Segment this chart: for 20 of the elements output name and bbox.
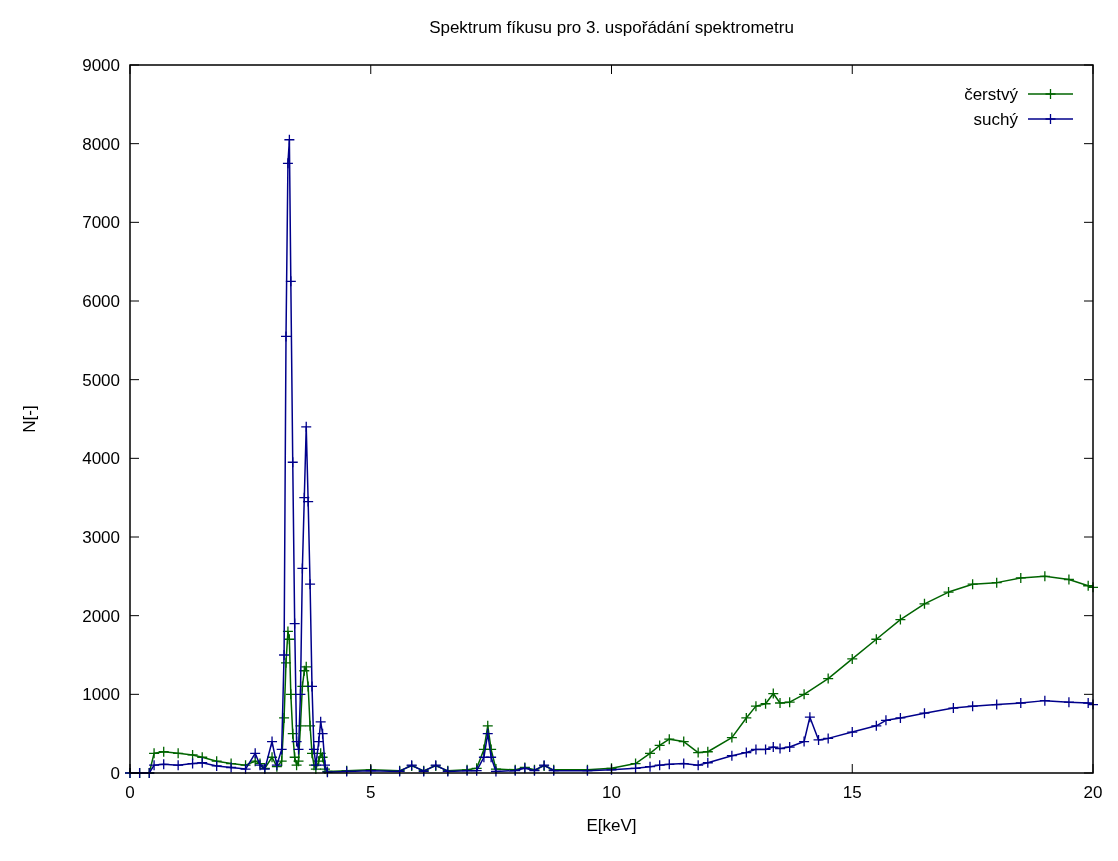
y-tick-label: 9000 [82,56,120,75]
y-tick-label: 2000 [82,606,120,626]
x-axis-title: E[keV] [586,816,637,835]
y-tick-label: 4000 [82,449,120,469]
y-tick-label: 1000 [82,685,120,705]
y-tick-label: 7000 [82,213,120,233]
x-tick-label: 0 [125,783,135,802]
x-tick-label: 15 [842,783,862,802]
legend-label: čerstvý [964,85,1019,104]
x-tick-label: 20 [1083,783,1103,802]
legend-label: suchý [973,110,1019,129]
y-axis-title: N[-] [20,405,39,433]
y-tick-label: 8000 [82,134,120,154]
chart-title: Spektrum fíkusu pro 3. uspořádání spektrometru [429,18,794,37]
x-tick-label: 5 [366,783,376,802]
y-tick-label: 3000 [82,528,120,547]
y-tick-label: 5000 [82,370,120,390]
y-tick-label: 0 [110,764,120,783]
y-tick-label: 6000 [82,292,120,311]
x-tick-label: 10 [602,783,621,802]
